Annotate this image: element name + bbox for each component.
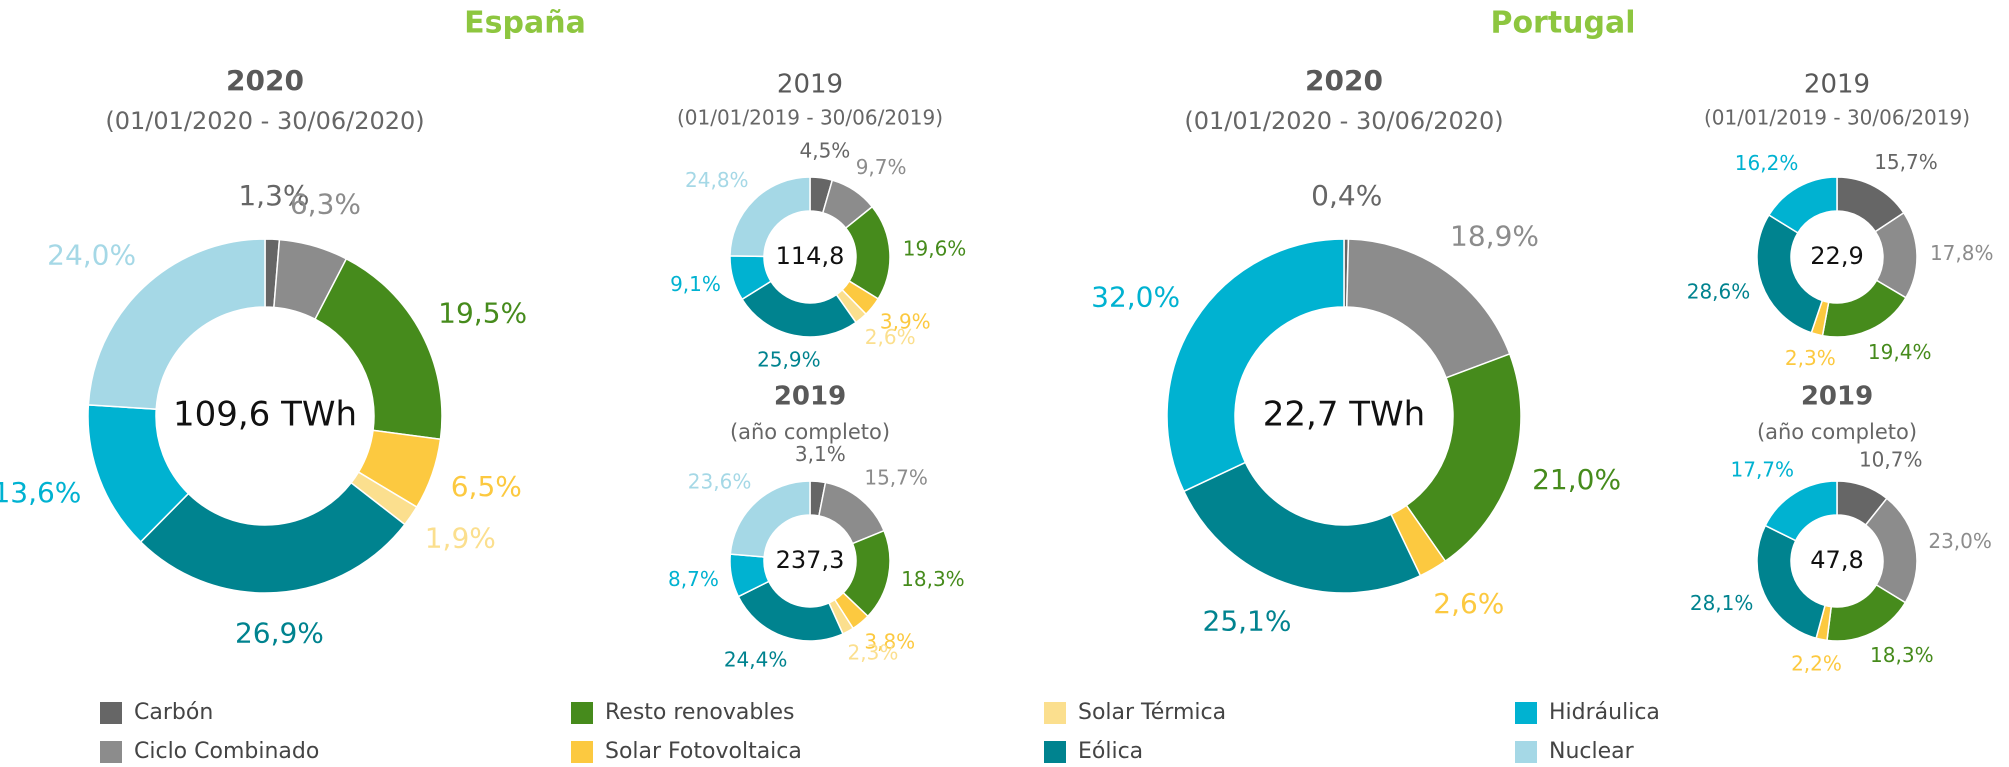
- legend-label: Solar Fotovoltaica: [605, 739, 802, 763]
- data-label: 23,6%: [688, 469, 752, 493]
- data-label: 6,5%: [451, 470, 522, 503]
- data-label: 28,1%: [1690, 591, 1754, 615]
- legend-label: Eólica: [1078, 739, 1143, 763]
- data-label: 0,4%: [1311, 179, 1382, 212]
- chart-subtitle: (año completo): [730, 420, 890, 444]
- section-title: Portugal: [1490, 6, 1635, 41]
- data-label: 16,2%: [1735, 151, 1799, 175]
- data-label: 9,1%: [670, 272, 721, 296]
- data-label: 8,7%: [668, 567, 719, 591]
- data-label: 3,1%: [795, 442, 846, 466]
- center-label: 47,8: [1810, 546, 1863, 574]
- donut-segment: [1345, 238, 1511, 379]
- donut-segment: [1756, 213, 1824, 334]
- data-label: 25,9%: [757, 347, 821, 371]
- donut-segment: [1767, 176, 1838, 234]
- data-label: 19,6%: [903, 237, 967, 261]
- center-label: 109,6 TWh: [173, 395, 357, 435]
- data-label: 26,9%: [235, 617, 324, 650]
- chart-title: 2019: [1804, 70, 1870, 100]
- data-label: 18,9%: [1450, 220, 1539, 253]
- donut-segment: [741, 280, 858, 338]
- data-label: 13,6%: [0, 476, 81, 509]
- donut-segment: [1764, 480, 1838, 542]
- legend-swatch: [571, 702, 593, 724]
- chart-subtitle: (01/01/2019 - 30/06/2019): [1704, 106, 1970, 130]
- legend-label: Carbón: [134, 700, 213, 725]
- data-label: 2,3%: [848, 641, 899, 665]
- legend-swatch: [571, 741, 593, 763]
- data-label: 3,8%: [864, 629, 915, 653]
- donut-segment: [1405, 352, 1522, 563]
- legend-label: Hidráulica: [1549, 700, 1660, 725]
- data-label: 23,0%: [1928, 529, 1992, 553]
- chart-title: 2019: [777, 70, 843, 100]
- chart-subtitle: (01/01/2020 - 30/06/2020): [105, 107, 424, 135]
- legend-swatch: [1044, 741, 1066, 763]
- data-label: 4,5%: [800, 139, 851, 163]
- chart-subtitle: (año completo): [1757, 420, 1917, 444]
- center-label: 237,3: [776, 546, 845, 574]
- data-label: 21,0%: [1532, 463, 1621, 496]
- legend-swatch: [1515, 741, 1537, 763]
- center-label: 22,7 TWh: [1263, 395, 1425, 435]
- chart-title: 2020: [1305, 64, 1383, 97]
- data-label: 1,3%: [238, 179, 309, 212]
- data-label: 24,0%: [47, 238, 136, 271]
- legend-swatch: [100, 741, 122, 763]
- data-label: 28,6%: [1687, 279, 1751, 303]
- data-label: 2,6%: [1433, 587, 1504, 620]
- data-label: 1,9%: [425, 522, 496, 555]
- data-label: 9,7%: [856, 155, 907, 179]
- donut-segment: [139, 481, 406, 594]
- data-label: 17,8%: [1930, 241, 1994, 265]
- data-label: 24,4%: [724, 647, 788, 671]
- data-label: 24,8%: [685, 168, 749, 192]
- data-label: 2,6%: [865, 325, 916, 349]
- chart-subtitle: (01/01/2019 - 30/06/2019): [677, 106, 943, 130]
- data-label: 19,4%: [1868, 340, 1932, 364]
- data-label: 15,7%: [1874, 150, 1938, 174]
- section-title: España: [464, 6, 586, 41]
- data-label: 17,7%: [1731, 457, 1795, 481]
- data-label: 18,3%: [1870, 643, 1934, 667]
- data-label: 3,9%: [880, 310, 931, 334]
- chart-title: 2019: [774, 382, 846, 412]
- legend-label: Ciclo Combinado: [134, 739, 319, 763]
- chart-title: 2020: [226, 64, 304, 97]
- donut-segment: [1166, 238, 1345, 493]
- donut-segment: [737, 580, 844, 642]
- data-label: 2,2%: [1791, 651, 1842, 675]
- center-label: 114,8: [776, 242, 845, 270]
- data-label: 15,7%: [864, 466, 928, 490]
- donut-segment: [1182, 461, 1422, 594]
- legend-label: Nuclear: [1549, 739, 1635, 763]
- data-label: 32,0%: [1091, 281, 1180, 314]
- legend-label: Solar Térmica: [1078, 700, 1226, 725]
- chart-title: 2019: [1801, 382, 1873, 412]
- data-label: 18,3%: [901, 567, 965, 591]
- donut-segment: [729, 480, 811, 558]
- legend-swatch: [1044, 702, 1066, 724]
- legend-swatch: [1515, 702, 1537, 724]
- data-label: 6,3%: [290, 188, 361, 221]
- legend-swatch: [100, 702, 122, 724]
- donut-segment: [1756, 524, 1826, 640]
- data-label: 25,1%: [1203, 604, 1292, 637]
- data-label: 2,3%: [1785, 346, 1836, 370]
- center-label: 22,9: [1810, 242, 1863, 270]
- chart-subtitle: (01/01/2020 - 30/06/2020): [1184, 107, 1503, 135]
- data-label: 19,5%: [438, 297, 527, 330]
- data-label: 10,7%: [1859, 447, 1923, 471]
- donut-segment: [87, 238, 266, 410]
- legend-label: Resto renovables: [605, 700, 794, 725]
- donut-segment: [729, 176, 811, 258]
